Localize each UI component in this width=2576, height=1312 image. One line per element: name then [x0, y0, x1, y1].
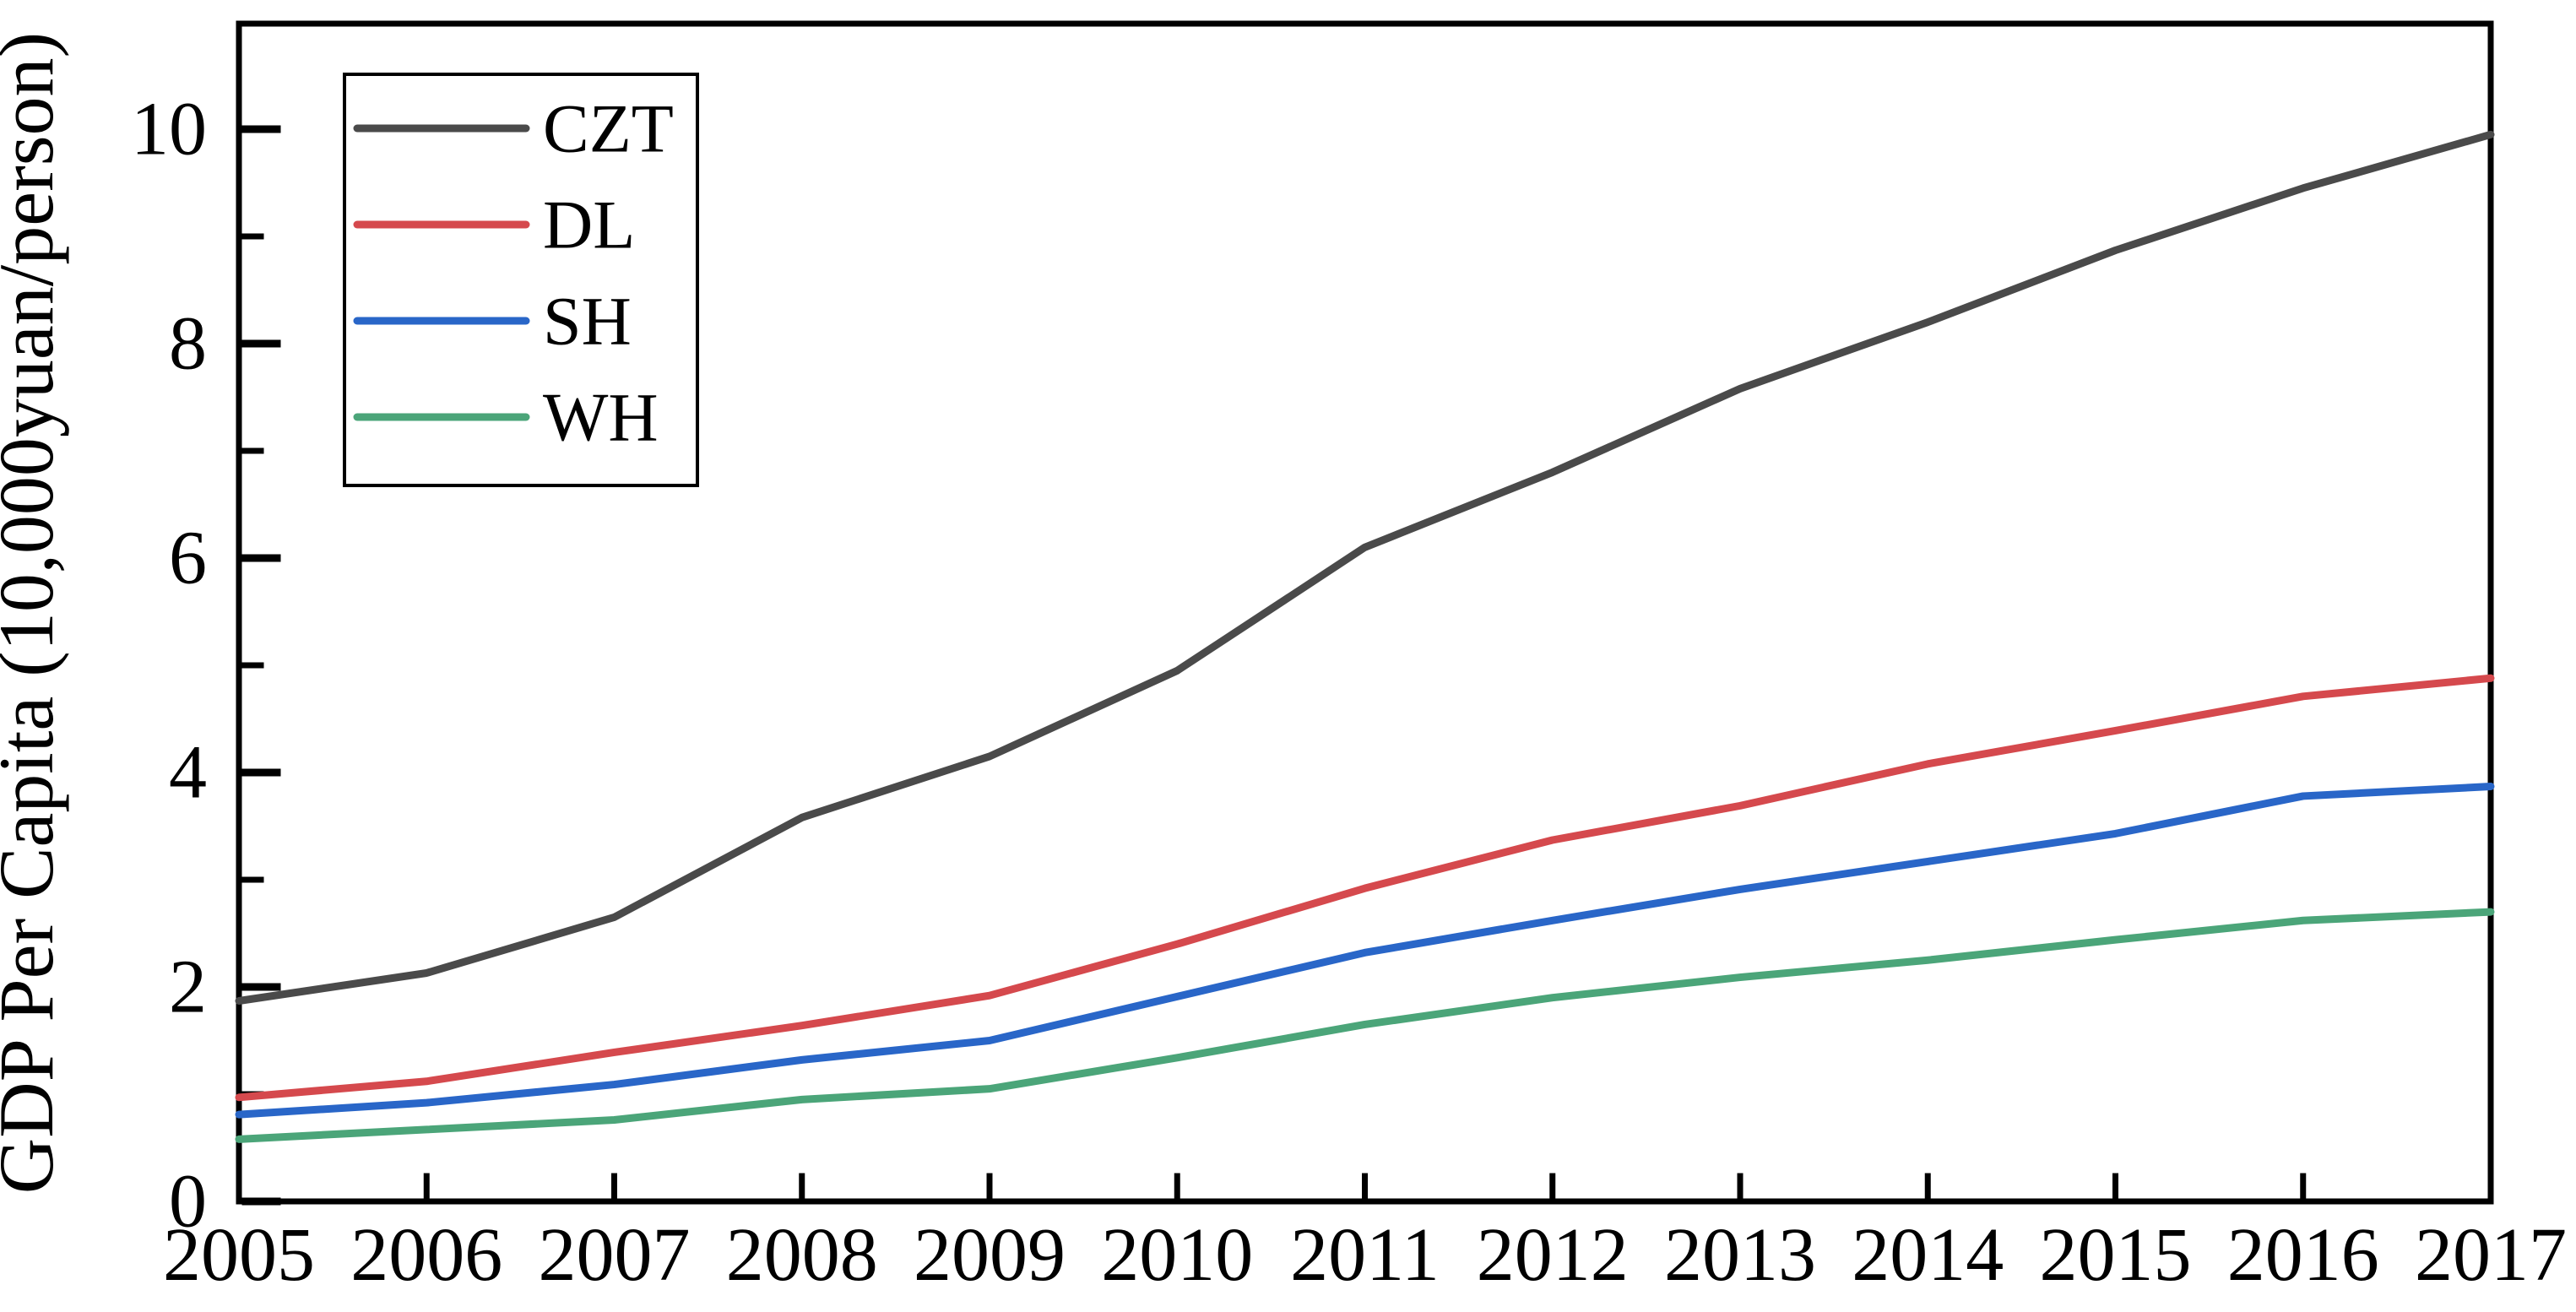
x-tick-label: 2010: [1101, 1213, 1253, 1297]
x-tick-label: 2007: [539, 1213, 691, 1297]
y-tick-label: 0: [169, 1160, 207, 1244]
legend-layer: CZT DL SH WH: [343, 73, 699, 487]
x-tick-label: 2012: [1477, 1213, 1629, 1297]
plot-frame: [236, 20, 2494, 1205]
x-tick-label: 2013: [1664, 1213, 1816, 1297]
axis-ticks-layer: [236, 125, 2494, 1206]
y-tick-label: 8: [169, 302, 207, 386]
x-tick-label: 2005: [163, 1213, 315, 1297]
series-line-SH: [235, 783, 2495, 1119]
y-tick-label: 10: [131, 88, 207, 171]
series-line-DL: [235, 674, 2495, 1102]
x-tick-label: 2017: [2415, 1213, 2567, 1297]
series-line-CZT: [235, 130, 2495, 1006]
x-tick-label: 2015: [2040, 1213, 2192, 1297]
x-tick-label: 2014: [1852, 1213, 2004, 1297]
axis-labels-layer: 0 2 4 6 8 10 2005 2006 2007 2008 2009 2010 2011 2012 2…: [131, 88, 2567, 1298]
legend-label-SH: SH: [543, 283, 632, 360]
legend-label-DL: DL: [543, 187, 635, 263]
y-tick-label: 2: [169, 946, 207, 1029]
legend-label-WH: WH: [543, 379, 659, 456]
x-tick-label: 2006: [350, 1213, 502, 1297]
x-tick-label: 2009: [914, 1213, 1066, 1297]
y-axis-title: GDP Per Capita (10,000yuan/person): [0, 32, 69, 1194]
x-tick-label: 2011: [1290, 1213, 1440, 1297]
series-line-WH: [235, 908, 2495, 1143]
y-tick-label: 4: [169, 731, 207, 815]
legend-label-CZT: CZT: [543, 90, 674, 167]
plot-frame-layer: [236, 20, 2494, 1205]
y-tick-label: 6: [169, 517, 207, 600]
data-series-layer: [235, 130, 2495, 1143]
x-tick-label: 2008: [726, 1213, 878, 1297]
x-tick-label: 2016: [2227, 1213, 2379, 1297]
